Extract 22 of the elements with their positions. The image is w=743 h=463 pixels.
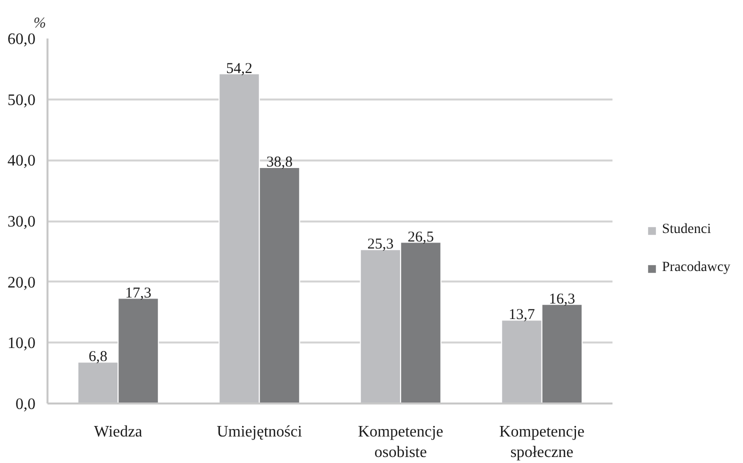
data-label: 6,8 [88,349,108,366]
y-tick-label: 50,0 [8,92,36,109]
data-label: 38,8 [266,154,293,170]
legend-label: Studenci [662,222,711,238]
y-tick-label: 0,0 [16,396,36,413]
data-label: 25,3 [367,236,394,253]
y-tick-label: 60,0 [8,31,36,48]
x-tick-label: Wiedza [94,424,142,440]
data-label: 17,3 [125,285,152,302]
data-label: 26,5 [408,229,434,246]
x-tick-label: Kompetencje społeczne [499,424,585,461]
y-tick-label: 40,0 [8,152,36,170]
legend-label: Pracodawcy [662,260,730,276]
y-axis-title: % [34,16,46,32]
x-tick-label: Kompetencje osobiste [358,424,444,461]
x-tick-label: Umiejętności [216,424,303,440]
data-label: 16,3 [548,291,576,308]
y-tick-label: 10,0 [8,335,36,352]
y-tick-label: 20,0 [8,274,36,292]
data-label: 13,7 [508,307,536,324]
y-tick-label: 30,0 [8,214,36,230]
data-label: 54,2 [226,60,252,77]
